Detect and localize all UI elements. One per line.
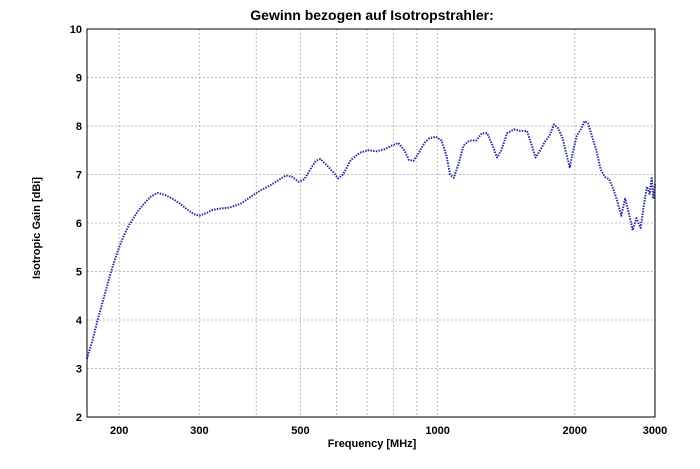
y-axis-label: Isotropic Gain [dBi] — [31, 177, 43, 279]
y-tick-label: 9 — [76, 73, 82, 85]
y-tick-label: 2 — [76, 412, 82, 424]
y-tick-label: 7 — [76, 170, 82, 182]
x-tick-label: 200 — [110, 425, 128, 437]
plot-frame — [86, 28, 656, 418]
y-tick-label: 6 — [76, 218, 82, 230]
x-tick-label: 300 — [190, 425, 208, 437]
x-tick-label: 3000 — [643, 425, 667, 437]
y-tick-label: 3 — [76, 364, 82, 376]
chart-title: Gewinn bezogen auf Isotropstrahler: — [250, 7, 493, 23]
y-tick-label: 4 — [76, 315, 83, 327]
series-group — [86, 120, 656, 360]
x-tick-label: 500 — [291, 425, 309, 437]
x-tick-label: 1000 — [425, 425, 449, 437]
y-tick-label: 10 — [70, 24, 82, 36]
x-axis-label: Frequency [MHz] — [328, 438, 417, 450]
gain-series-line — [86, 120, 656, 360]
x-tick-label: 2000 — [563, 425, 587, 437]
y-tick-label: 5 — [76, 267, 82, 279]
y-tick-labels: 2 3 4 5 6 7 8 9 10 — [70, 24, 83, 424]
y-tick-label: 8 — [76, 121, 82, 133]
grid — [87, 28, 656, 418]
x-tick-labels: 200 300 500 1000 2000 3000 — [110, 425, 667, 437]
